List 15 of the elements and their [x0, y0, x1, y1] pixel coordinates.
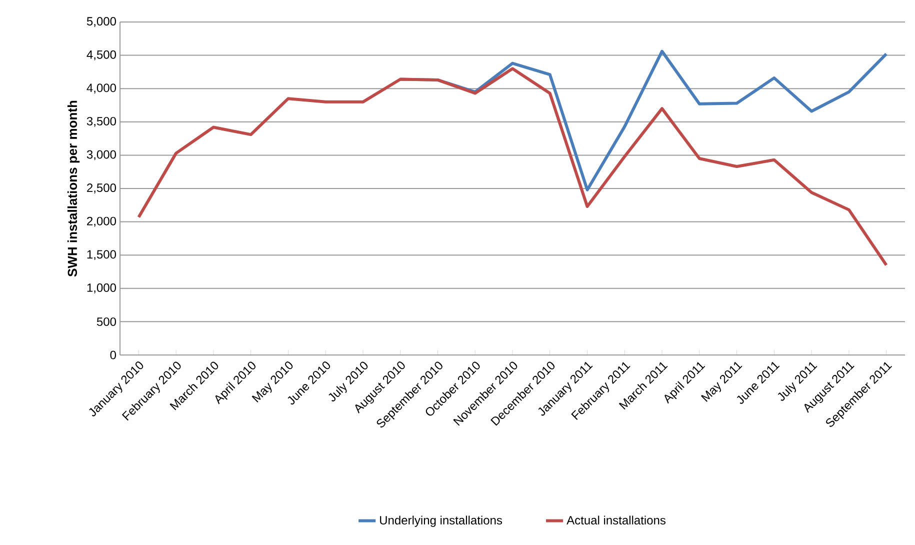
y-tick-label: 3,000 [86, 150, 116, 160]
y-tick-label: 2,000 [87, 216, 116, 227]
y-tick-label: 0 [110, 350, 116, 360]
line-series [137, 67, 888, 267]
y-tick-label: 2,500 [87, 184, 116, 194]
legend-label: Actual installations [566, 516, 666, 524]
y-tick-label: 1,000 [87, 283, 116, 294]
y-tick-label: 4,500 [86, 50, 116, 60]
y-axis-title: SWH installations per month [67, 100, 80, 277]
y-tick-label: 1,500 [87, 250, 116, 260]
legend-label: Underlying installations [380, 516, 502, 527]
y-tick-label: 3,500 [86, 116, 116, 127]
y-tick-label: 5,000 [86, 17, 116, 27]
y-tick-label: 500 [96, 317, 116, 326]
y-tick-label: 4,000 [86, 84, 116, 94]
